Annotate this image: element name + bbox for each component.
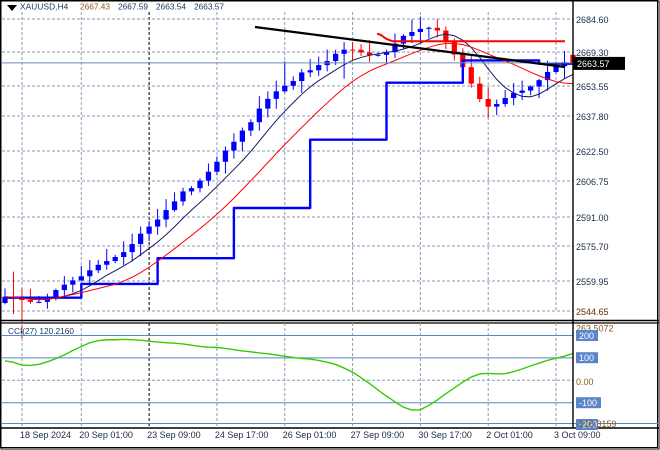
svg-text:2667.43: 2667.43 <box>80 2 110 12</box>
svg-text:24 Sep 17:00: 24 Sep 17:00 <box>215 430 269 440</box>
svg-text:2622.50: 2622.50 <box>576 147 609 157</box>
svg-text:2575.70: 2575.70 <box>576 242 609 252</box>
svg-text:2669.30: 2669.30 <box>576 48 609 58</box>
svg-text:2591.00: 2591.00 <box>576 213 609 223</box>
svg-text:20 Sep 01:00: 20 Sep 01:00 <box>79 430 133 440</box>
svg-text:-218.3159: -218.3159 <box>576 419 617 429</box>
svg-text:2684.60: 2684.60 <box>576 15 609 25</box>
svg-text:2606.75: 2606.75 <box>576 177 609 187</box>
svg-text:2663.57: 2663.57 <box>577 59 610 69</box>
svg-text:2667.59: 2667.59 <box>118 2 148 12</box>
svg-text:0.00: 0.00 <box>576 377 594 387</box>
svg-text:18 Sep 2024: 18 Sep 2024 <box>20 430 71 440</box>
svg-text:2663.54: 2663.54 <box>156 2 186 12</box>
svg-text:2653.55: 2653.55 <box>576 82 609 92</box>
svg-text:100: 100 <box>579 353 594 363</box>
svg-text:2544.65: 2544.65 <box>576 307 609 317</box>
svg-text:23 Sep 09:00: 23 Sep 09:00 <box>147 430 201 440</box>
svg-text:26 Sep 01:00: 26 Sep 01:00 <box>283 430 337 440</box>
svg-text:2559.95: 2559.95 <box>576 277 609 287</box>
svg-text:XAUUSD,H4: XAUUSD,H4 <box>20 2 69 12</box>
svg-text:CCI(27) 120.2160: CCI(27) 120.2160 <box>8 326 74 336</box>
svg-text:2663.57: 2663.57 <box>194 2 224 12</box>
svg-text:3 Oct 09:00: 3 Oct 09:00 <box>554 430 601 440</box>
svg-text:27 Sep 09:00: 27 Sep 09:00 <box>351 430 405 440</box>
svg-text:-100: -100 <box>579 398 597 408</box>
svg-text:200: 200 <box>579 331 594 341</box>
svg-text:30 Sep 17:00: 30 Sep 17:00 <box>418 430 472 440</box>
svg-text:2 Oct 01:00: 2 Oct 01:00 <box>486 430 533 440</box>
svg-text:2637.80: 2637.80 <box>576 112 609 122</box>
